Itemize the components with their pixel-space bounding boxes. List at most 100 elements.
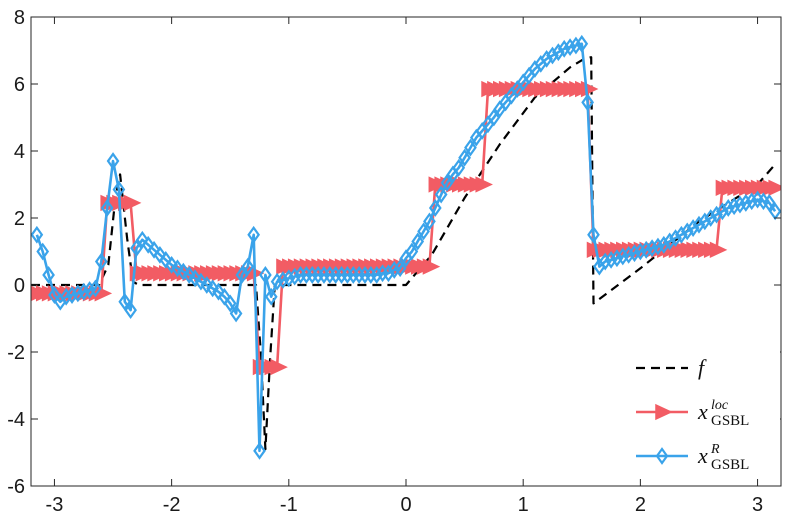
data-point-x_R bbox=[417, 222, 430, 241]
data-point-x_R bbox=[153, 245, 167, 264]
data-point-x_loc bbox=[580, 80, 599, 98]
data-point-x_R bbox=[171, 259, 184, 278]
data-point-x_R bbox=[616, 247, 630, 266]
data-point-x_R bbox=[264, 287, 278, 306]
data-point-x_R bbox=[42, 266, 55, 284]
data-point-x_R bbox=[434, 185, 448, 204]
legend-sup-x_R: R bbox=[710, 442, 720, 457]
data-point-x_R bbox=[59, 287, 73, 306]
data-point-x_R bbox=[147, 240, 161, 259]
data-point-x_R bbox=[259, 266, 272, 284]
data-point-x_R bbox=[651, 237, 665, 256]
data-point-x_R bbox=[739, 194, 753, 212]
axes: -3 -2 -1 0 1 2 3 -6 -4 -2 0 2 4 6 8 bbox=[7, 7, 782, 516]
data-point-x_R bbox=[710, 205, 723, 224]
data-point-x_R bbox=[253, 441, 266, 460]
data-point-x_R bbox=[194, 272, 208, 291]
data-point-x_R bbox=[587, 225, 600, 244]
series-line-x_loc bbox=[36, 87, 776, 369]
data-point-x_R bbox=[83, 281, 96, 299]
data-point-x_R bbox=[563, 38, 577, 57]
y-tick-label: -2 bbox=[7, 342, 25, 364]
data-point-x_R bbox=[716, 202, 729, 221]
data-point-x_R bbox=[188, 269, 202, 288]
data-point-x_loc bbox=[270, 358, 288, 376]
x-tick-label: -2 bbox=[163, 494, 181, 516]
data-point-x_R bbox=[704, 209, 718, 227]
x-tick-label: -3 bbox=[46, 494, 64, 516]
data-point-x_R bbox=[411, 232, 425, 251]
data-point-x_R bbox=[141, 235, 155, 254]
data-point-x_R bbox=[745, 192, 759, 211]
data-point-x_R bbox=[382, 264, 395, 283]
legend-marker-x_loc bbox=[655, 403, 673, 421]
y-tick-label: -6 bbox=[7, 476, 25, 498]
data-point-x_R bbox=[200, 276, 214, 294]
data-point-x_R bbox=[247, 225, 261, 244]
data-point-x_R bbox=[540, 49, 553, 68]
data-point-x_R bbox=[675, 225, 688, 244]
data-point-x_R bbox=[370, 266, 384, 284]
legend-sub-x_loc: GSBL bbox=[711, 413, 749, 429]
data-point-x_R bbox=[182, 266, 196, 284]
data-point-x_R bbox=[458, 148, 471, 167]
data-point-x_R bbox=[36, 242, 50, 261]
data-point-x_R bbox=[276, 271, 290, 289]
data-point-x_R bbox=[428, 199, 442, 217]
data-point-x_R bbox=[31, 225, 44, 244]
data-point-x_R bbox=[393, 259, 407, 278]
legend-sub-x_R: GSBL bbox=[711, 457, 749, 473]
x-tick-label: 3 bbox=[752, 494, 763, 516]
x-tick-label: 0 bbox=[400, 494, 411, 516]
data-point-x_R bbox=[387, 261, 401, 279]
data-point-x_loc bbox=[709, 241, 728, 259]
data-point-x_R bbox=[118, 292, 132, 311]
data-point-x_R bbox=[727, 197, 741, 216]
data-point-x_R bbox=[680, 222, 694, 241]
legend-marker-x_R bbox=[655, 447, 669, 465]
data-point-x_R bbox=[692, 215, 706, 234]
data-point-x_R bbox=[241, 257, 255, 276]
data-point-x_R bbox=[94, 252, 108, 271]
data-point-x_R bbox=[698, 212, 712, 231]
legend-label-x_R: x bbox=[697, 443, 708, 468]
data-point-x_R bbox=[762, 194, 776, 212]
data-point-x_R bbox=[100, 199, 114, 217]
data-point-x_R bbox=[235, 266, 249, 284]
data-point-x_R bbox=[135, 230, 149, 249]
legend-label-f: f bbox=[698, 355, 707, 380]
plot-area bbox=[31, 34, 781, 460]
data-point-x_R bbox=[569, 36, 583, 55]
data-point-x_R bbox=[288, 267, 302, 286]
x-tick-label: 1 bbox=[518, 494, 529, 516]
y-tick-label: 0 bbox=[14, 275, 25, 297]
data-point-x_R bbox=[65, 286, 79, 304]
data-point-x_R bbox=[464, 138, 477, 157]
data-point-x_R bbox=[645, 239, 659, 258]
data-point-x_R bbox=[546, 46, 559, 65]
data-point-x_R bbox=[610, 249, 624, 268]
data-point-x_R bbox=[551, 43, 565, 62]
data-point-x_loc bbox=[768, 179, 781, 197]
y-tick-label: -4 bbox=[7, 409, 25, 431]
series-line-x_R bbox=[35, 42, 777, 453]
data-point-x_R bbox=[628, 244, 641, 263]
data-point-x_R bbox=[721, 199, 735, 217]
data-point-x_R bbox=[663, 232, 677, 251]
data-point-x_R bbox=[440, 173, 454, 192]
series-x_R bbox=[31, 34, 781, 460]
data-point-x_R bbox=[423, 212, 436, 231]
data-point-x_R bbox=[89, 279, 102, 298]
series-x_loc bbox=[31, 80, 781, 376]
data-point-x_R bbox=[270, 272, 284, 291]
data-point-x_R bbox=[622, 245, 636, 264]
data-point-x_R bbox=[405, 242, 419, 261]
data-point-x_R bbox=[733, 195, 747, 214]
data-point-x_R bbox=[112, 180, 126, 199]
data-point-x_loc bbox=[422, 258, 441, 275]
data-point-x_R bbox=[634, 242, 647, 261]
data-point-x_R bbox=[639, 240, 653, 259]
data-point-x_R bbox=[77, 282, 91, 301]
data-point-x_R bbox=[130, 239, 143, 258]
